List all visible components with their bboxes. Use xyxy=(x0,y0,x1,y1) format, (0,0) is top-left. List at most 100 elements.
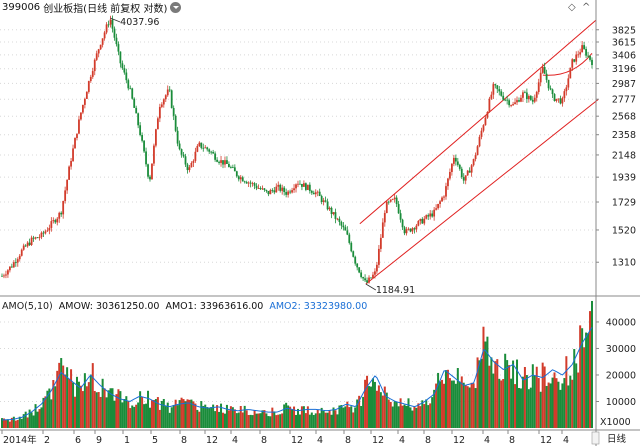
volume-bar xyxy=(141,396,144,428)
volume-bar xyxy=(148,407,151,428)
candle-down xyxy=(326,201,329,210)
candle-up xyxy=(443,196,445,198)
x-tick-label: 4 xyxy=(399,435,405,446)
candle-up xyxy=(30,237,33,245)
volume-bar xyxy=(350,406,353,428)
chart-labels: 4037.96 1184.91 xyxy=(110,17,415,296)
candle-down xyxy=(312,192,315,195)
volume-bar xyxy=(464,385,467,428)
volume-bar xyxy=(506,360,509,428)
candle-up xyxy=(480,130,483,137)
candle-up xyxy=(26,242,29,247)
volume-bar xyxy=(64,374,67,428)
candle-down xyxy=(387,201,390,203)
candle-down xyxy=(553,94,556,101)
volume-bar xyxy=(395,401,398,428)
volume-bar xyxy=(196,409,199,428)
x-tick-label: 12 xyxy=(540,435,552,446)
candle-down xyxy=(549,88,552,90)
volume-bar xyxy=(111,388,114,428)
volume-bar xyxy=(498,378,501,428)
volume-bar xyxy=(545,385,548,428)
volume-bar xyxy=(263,410,266,428)
candle-down xyxy=(259,188,262,190)
volume-bar xyxy=(273,411,276,428)
volume-bar xyxy=(271,407,274,428)
candle-down xyxy=(397,204,400,214)
candle-down xyxy=(245,182,248,184)
volume-bar xyxy=(433,389,436,428)
candle-up xyxy=(48,227,51,231)
chevron-up-icon[interactable]: ^ xyxy=(582,2,591,13)
candle-up xyxy=(303,183,305,187)
volume-bar xyxy=(514,384,517,428)
candle-up xyxy=(91,71,94,77)
volume-bar xyxy=(44,396,47,428)
volume-bar xyxy=(344,406,347,428)
candle-down xyxy=(304,183,307,190)
x-tick-label: 12 xyxy=(206,435,218,446)
candle-up xyxy=(314,192,317,195)
volume-bar xyxy=(26,417,29,428)
volume-bar xyxy=(446,369,449,428)
price-tick-label: 3615 xyxy=(612,38,636,49)
candle-down xyxy=(265,189,268,191)
candle-down xyxy=(212,152,215,154)
volume-bar xyxy=(75,376,78,428)
volume-bar xyxy=(131,405,134,428)
volume-bar xyxy=(133,406,136,428)
volume-bar xyxy=(435,383,438,428)
candle-down xyxy=(139,125,142,135)
volume-bar xyxy=(6,419,9,428)
volume-bar xyxy=(431,397,434,428)
volume-bar xyxy=(510,378,513,428)
indicator-name: AMO(5,10) xyxy=(2,301,53,312)
volume-bar xyxy=(227,410,230,428)
volume-bar xyxy=(218,411,221,428)
volume-bar xyxy=(450,380,453,428)
volume-bar xyxy=(83,373,86,428)
volume-bar xyxy=(342,407,345,428)
diamond-icon[interactable]: ◇ xyxy=(568,2,576,13)
candle-down xyxy=(559,98,562,104)
volume-bar xyxy=(557,381,560,428)
candle-down xyxy=(543,67,546,74)
volume-bar xyxy=(304,413,307,428)
candle-up xyxy=(484,117,487,126)
candle-down xyxy=(235,171,238,177)
volume-bar xyxy=(393,401,396,428)
volume-bar xyxy=(366,375,369,428)
candle-up xyxy=(220,160,222,163)
low-value-label: 1184.91 xyxy=(376,285,415,296)
candle-up xyxy=(16,259,19,263)
volume-bar xyxy=(409,407,412,428)
candle-down xyxy=(310,190,313,193)
volume-bar xyxy=(561,383,564,428)
candle-down xyxy=(358,267,361,273)
chart-menu-dropdown-icon[interactable] xyxy=(170,1,182,13)
candle-down xyxy=(133,98,136,108)
volume-bar xyxy=(267,416,270,428)
volume-bar xyxy=(70,369,73,428)
x-tick-label: 6 xyxy=(75,435,81,446)
volume-bar xyxy=(494,361,497,428)
volume-bar xyxy=(575,363,578,428)
candle-down xyxy=(24,245,27,247)
candle-up xyxy=(336,218,339,220)
candle-down xyxy=(202,147,205,149)
volume-bar xyxy=(60,358,63,428)
candle-up xyxy=(196,145,199,152)
volume-bar xyxy=(251,415,254,428)
volume-bar xyxy=(352,412,355,428)
candle-up xyxy=(383,213,386,223)
price-tick-label: 1729 xyxy=(612,198,636,209)
volume-bar xyxy=(176,405,179,428)
candle-down xyxy=(111,19,114,29)
volume-bar xyxy=(336,414,339,428)
volume-bar xyxy=(79,385,82,428)
volume-bar xyxy=(198,411,201,428)
candle-down xyxy=(362,277,365,279)
volume-bar xyxy=(241,412,244,428)
candle-up xyxy=(68,166,70,180)
